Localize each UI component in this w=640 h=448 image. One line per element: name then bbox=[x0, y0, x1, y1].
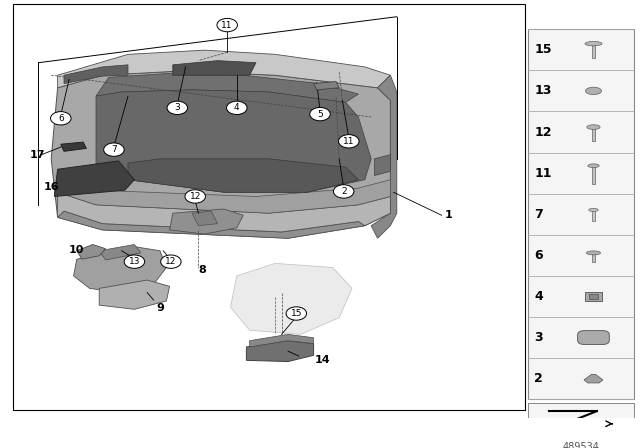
Circle shape bbox=[286, 307, 307, 320]
Text: 12: 12 bbox=[189, 192, 201, 201]
Text: 8: 8 bbox=[198, 265, 206, 275]
Circle shape bbox=[51, 112, 71, 125]
Text: 2: 2 bbox=[341, 187, 346, 196]
Polygon shape bbox=[314, 82, 339, 90]
Polygon shape bbox=[246, 340, 314, 362]
Polygon shape bbox=[61, 142, 86, 151]
Bar bbox=[591, 127, 595, 141]
Ellipse shape bbox=[587, 125, 600, 129]
Text: 13: 13 bbox=[534, 84, 552, 97]
Bar bbox=[592, 253, 595, 262]
Polygon shape bbox=[99, 245, 141, 260]
Circle shape bbox=[333, 185, 354, 198]
Text: 11: 11 bbox=[343, 137, 355, 146]
Text: 11: 11 bbox=[534, 167, 552, 180]
Text: 12: 12 bbox=[534, 125, 552, 138]
Ellipse shape bbox=[585, 42, 602, 46]
Text: 11: 11 bbox=[221, 21, 233, 30]
Circle shape bbox=[124, 255, 145, 268]
Polygon shape bbox=[64, 65, 128, 84]
Bar bbox=[585, 292, 602, 301]
Text: 3: 3 bbox=[534, 331, 543, 344]
Circle shape bbox=[217, 18, 237, 32]
Polygon shape bbox=[96, 90, 371, 192]
Bar bbox=[592, 210, 595, 221]
Bar bbox=[592, 166, 595, 184]
Polygon shape bbox=[230, 263, 352, 334]
Polygon shape bbox=[58, 192, 390, 232]
Polygon shape bbox=[58, 211, 365, 238]
Circle shape bbox=[185, 190, 205, 203]
Polygon shape bbox=[96, 73, 358, 103]
Text: 1: 1 bbox=[445, 210, 452, 220]
Text: 17: 17 bbox=[30, 150, 45, 159]
Polygon shape bbox=[371, 75, 397, 238]
Polygon shape bbox=[99, 280, 170, 309]
Polygon shape bbox=[192, 211, 218, 226]
Text: 489534: 489534 bbox=[563, 442, 599, 448]
Text: 16: 16 bbox=[44, 182, 59, 192]
Text: 12: 12 bbox=[165, 257, 177, 266]
Polygon shape bbox=[74, 246, 166, 293]
Polygon shape bbox=[77, 245, 106, 259]
Ellipse shape bbox=[586, 87, 602, 95]
Text: 6: 6 bbox=[534, 249, 543, 262]
Text: 13: 13 bbox=[129, 257, 140, 266]
Text: 5: 5 bbox=[317, 110, 323, 119]
Text: 7: 7 bbox=[534, 208, 543, 221]
Bar bbox=[528, 29, 634, 399]
Text: 9: 9 bbox=[157, 303, 164, 314]
Text: 2: 2 bbox=[534, 372, 543, 385]
Text: 4: 4 bbox=[234, 103, 239, 112]
Polygon shape bbox=[170, 209, 243, 234]
Circle shape bbox=[310, 108, 330, 121]
Polygon shape bbox=[374, 155, 390, 176]
Polygon shape bbox=[58, 178, 390, 213]
Circle shape bbox=[227, 101, 247, 115]
Polygon shape bbox=[51, 71, 390, 238]
Circle shape bbox=[104, 143, 124, 156]
Text: 6: 6 bbox=[58, 114, 63, 123]
Polygon shape bbox=[128, 159, 358, 192]
Circle shape bbox=[339, 134, 359, 148]
Circle shape bbox=[161, 255, 181, 268]
Bar bbox=[13, 4, 525, 409]
Text: 15: 15 bbox=[291, 309, 302, 318]
Text: 3: 3 bbox=[175, 103, 180, 112]
Polygon shape bbox=[250, 334, 314, 347]
Polygon shape bbox=[173, 60, 256, 75]
Polygon shape bbox=[58, 50, 390, 88]
Bar bbox=[592, 43, 595, 58]
Text: 4: 4 bbox=[534, 290, 543, 303]
Ellipse shape bbox=[588, 164, 599, 168]
Text: 14: 14 bbox=[315, 355, 330, 365]
Ellipse shape bbox=[589, 208, 598, 211]
Polygon shape bbox=[584, 375, 603, 383]
FancyBboxPatch shape bbox=[578, 331, 609, 345]
Bar bbox=[589, 294, 598, 299]
Text: 15: 15 bbox=[534, 43, 552, 56]
Ellipse shape bbox=[586, 251, 600, 255]
Text: 10: 10 bbox=[69, 245, 84, 255]
Circle shape bbox=[167, 101, 188, 115]
Bar bbox=[528, 403, 634, 435]
Polygon shape bbox=[54, 161, 134, 197]
Text: 7: 7 bbox=[111, 145, 116, 154]
